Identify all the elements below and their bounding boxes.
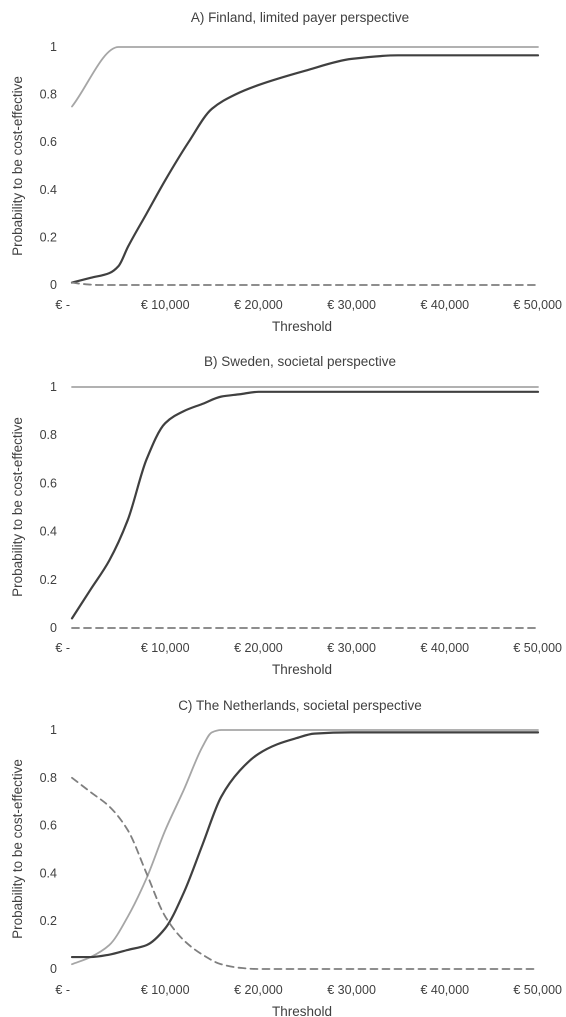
x-tick-label: € - xyxy=(55,641,70,655)
x-tick-label: € 50,000 xyxy=(513,983,562,997)
x-tick-label: € 30,000 xyxy=(327,983,376,997)
x-tick-label: € 20,000 xyxy=(234,983,283,997)
y-tick-label: 0.2 xyxy=(40,230,57,244)
x-tick-label: € 10,000 xyxy=(141,298,190,312)
y-tick-label: 1 xyxy=(50,380,57,394)
y-tick-label: 0.8 xyxy=(40,88,57,102)
y-axis-label: Probability to be cost-effective xyxy=(10,76,25,256)
y-axis-label: Probability to be cost-effective xyxy=(10,759,25,939)
y-tick-label: 0.6 xyxy=(40,135,57,149)
y-tick-label: 0.8 xyxy=(40,428,57,442)
plot-area: 0 0.2 0.4 0.6 0.8 1 € - € 10,000 € 20,000 € 30,00… xyxy=(40,723,562,997)
chart-title: C) The Netherlands, societal perspective xyxy=(178,698,422,713)
dominant-curve xyxy=(71,46,539,108)
x-tick-label: € 50,000 xyxy=(513,298,562,312)
chart-panel-b: B) Sweden, societal perspective Probabil… xyxy=(10,354,562,677)
comparator-curve xyxy=(71,776,539,970)
x-tick-label: € 50,000 xyxy=(513,641,562,655)
intervention-curve xyxy=(70,390,540,620)
x-tick-label: € 40,000 xyxy=(420,298,469,312)
chart-panel-c: C) The Netherlands, societal perspective… xyxy=(10,698,562,1017)
intervention-curve xyxy=(70,54,540,284)
chart-title: B) Sweden, societal perspective xyxy=(204,354,396,369)
y-tick-label: 0.4 xyxy=(40,866,57,880)
x-tick-label: € 10,000 xyxy=(141,983,190,997)
y-tick-label: 0.4 xyxy=(40,525,57,539)
chart-title: A) Finland, limited payer perspective xyxy=(191,10,409,25)
plot-area: 0 0.2 0.4 0.6 0.8 1 € - € 10,000 € 20,000 € 30,00… xyxy=(40,380,562,655)
x-tick-label: € 20,000 xyxy=(234,298,283,312)
x-tick-label: € 40,000 xyxy=(420,641,469,655)
x-axis-label: Threshold xyxy=(272,319,332,334)
dominant-curve xyxy=(71,729,539,966)
x-tick-label: € - xyxy=(55,298,70,312)
chart-panel-a: A) Finland, limited payer perspective Pr… xyxy=(10,10,562,334)
x-tick-label: € 30,000 xyxy=(327,641,376,655)
y-tick-label: 0.6 xyxy=(40,819,57,833)
x-tick-label: € 40,000 xyxy=(420,983,469,997)
x-axis-label: Threshold xyxy=(272,1004,332,1017)
plot-area: 0 0.2 0.4 0.6 0.8 1 € - € 10,000 € 20,000 € 30,00… xyxy=(40,40,562,312)
y-tick-label: 0 xyxy=(50,962,57,976)
x-tick-label: € 30,000 xyxy=(327,298,376,312)
x-axis-label: Threshold xyxy=(272,662,332,677)
y-tick-label: 0 xyxy=(50,621,57,635)
y-tick-label: 1 xyxy=(50,723,57,737)
y-tick-label: 1 xyxy=(50,40,57,54)
y-tick-label: 0 xyxy=(50,278,57,292)
y-tick-label: 0.8 xyxy=(40,771,57,785)
x-tick-label: € 20,000 xyxy=(234,641,283,655)
x-tick-label: € - xyxy=(55,983,70,997)
y-tick-label: 0.6 xyxy=(40,476,57,490)
y-tick-label: 0.4 xyxy=(40,183,57,197)
y-tick-label: 0.2 xyxy=(40,573,57,587)
intervention-curve xyxy=(70,731,540,959)
x-tick-label: € 10,000 xyxy=(141,641,190,655)
comparator-curve xyxy=(71,281,539,286)
y-tick-label: 0.2 xyxy=(40,914,57,928)
y-axis-label: Probability to be cost-effective xyxy=(10,417,25,597)
